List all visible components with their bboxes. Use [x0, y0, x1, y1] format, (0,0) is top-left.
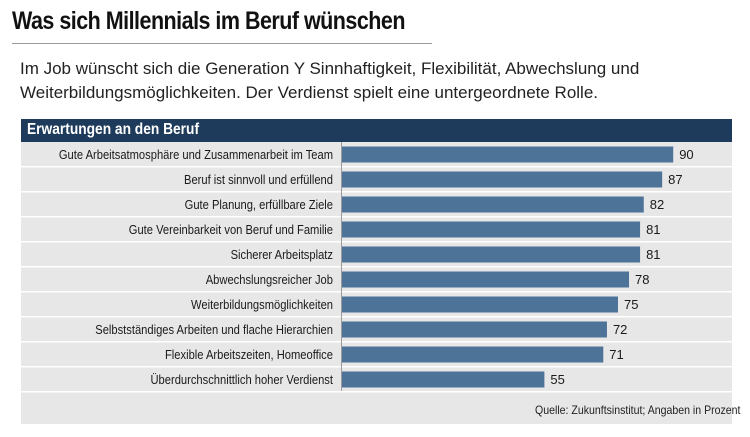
- category-label: Weiterbildungsmöglichkeiten: [191, 297, 333, 312]
- data-label: 55: [550, 372, 564, 387]
- row-separator: [21, 241, 732, 243]
- y-axis-line: [341, 142, 342, 392]
- bar: [342, 321, 607, 338]
- data-label: 71: [609, 347, 623, 362]
- category-label: Flexible Arbeitszeiten, Homeoffice: [165, 347, 333, 362]
- data-label: 75: [624, 297, 638, 312]
- chart-title: Erwartungen an den Beruf: [27, 121, 200, 138]
- row-separator: [21, 216, 732, 218]
- bar: [342, 196, 644, 213]
- data-label: 87: [668, 172, 682, 187]
- row-separator: [21, 341, 732, 343]
- bar: [342, 296, 618, 313]
- data-label: 72: [613, 322, 627, 337]
- category-label: Beruf ist sinnvoll und erfüllend: [184, 172, 333, 187]
- data-label: 81: [646, 247, 660, 262]
- category-label: Abwechslungsreicher Job: [206, 272, 333, 287]
- row-separator: [21, 266, 732, 268]
- bar: [342, 346, 604, 363]
- chart-panel: Erwartungen an den Beruf Gute Arbeitsatm…: [21, 119, 732, 424]
- category-label: Gute Vereinbarkeit von Beruf und Familie: [129, 222, 333, 237]
- category-label: Gute Planung, erfüllbare Ziele: [185, 197, 334, 212]
- row-separator: [21, 191, 732, 193]
- data-label: 90: [679, 147, 693, 162]
- bar: [342, 146, 674, 163]
- chart-header: Erwartungen an den Beruf: [21, 119, 732, 142]
- category-label: Sicherer Arbeitsplatz: [231, 247, 333, 262]
- row-separator: [21, 366, 732, 368]
- title-divider: [12, 43, 432, 44]
- page-subtitle: Im Job wünscht sich die Generation Y Sin…: [20, 59, 640, 102]
- bar: [342, 246, 641, 263]
- row-separator: [21, 291, 732, 293]
- category-label: Überdurchschnittlich hoher Verdienst: [151, 372, 334, 387]
- page-title: Was sich Millennials im Beruf wünschen: [12, 7, 405, 35]
- bar-chart: Gute Arbeitsatmosphäre und Zusammenarbei…: [21, 142, 732, 393]
- row-separator: [21, 166, 732, 168]
- bar: [342, 271, 630, 288]
- category-label: Gute Arbeitsatmosphäre und Zusammenarbei…: [59, 147, 333, 162]
- row-separator: [21, 316, 732, 318]
- data-label: 78: [635, 272, 649, 287]
- source-note: Quelle: Zukunftsinstitut; Angaben in Pro…: [534, 403, 740, 417]
- data-label: 81: [646, 222, 660, 237]
- data-label: 82: [650, 197, 664, 212]
- row-separator: [21, 391, 732, 393]
- bar: [342, 371, 545, 388]
- bar: [342, 171, 663, 188]
- bar: [342, 221, 641, 238]
- category-label: Selbstständiges Arbeiten und flache Hier…: [95, 322, 333, 337]
